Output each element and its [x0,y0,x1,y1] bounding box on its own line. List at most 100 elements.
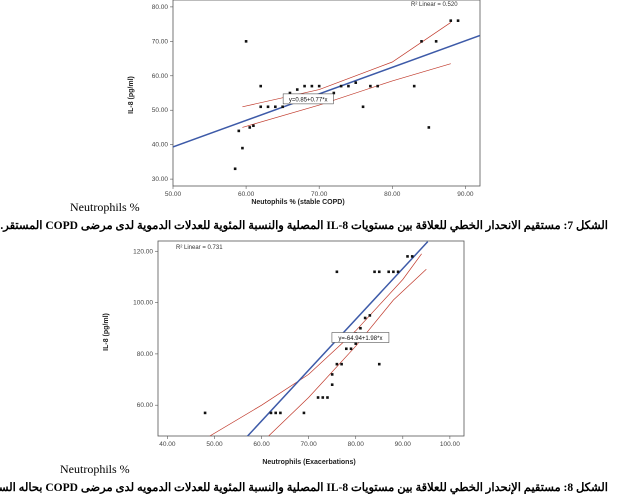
data-point [377,270,381,274]
data-point [449,19,453,22]
data-point [377,362,381,366]
y-tick-label: 40.00 [152,142,169,149]
data-point [203,411,207,415]
data-point [332,91,336,95]
data-point [326,396,329,399]
data-point [376,84,379,88]
x-tick-label: 80.00 [348,441,365,448]
data-point [354,81,358,84]
data-point [330,383,334,386]
y-tick-label: 60.00 [137,402,154,409]
y-tick-label: 120.00 [133,248,153,255]
data-point [279,411,282,415]
y-axis-title: IL-8 (pg/ml) [103,313,110,351]
data-point [244,40,248,43]
y-tick-label: 60.00 [152,73,169,80]
equation-box [331,332,390,343]
data-point [316,396,320,399]
data-point [303,84,306,88]
data-point [237,129,241,133]
data-point [302,411,306,415]
data-point [259,105,263,109]
y-tick-label: 100.00 [133,300,153,307]
data-point [339,84,343,88]
data-point [412,84,416,88]
x-axis-title: Neutrophils (Exacerbations) [262,459,355,466]
data-point [266,105,270,109]
data-point [241,146,244,150]
y-tick-label: 30.00 [152,176,169,183]
x-tick-label: 90.00 [457,191,474,198]
r2-label: R² Linear = 0.731 [176,245,223,251]
data-point [345,347,348,351]
neutrophils-label-1: Neutrophils % [70,200,140,214]
data-point [252,124,255,128]
ci-upper-line [209,253,422,436]
data-point [456,19,460,22]
x-tick-label: 90.00 [395,441,412,448]
chart-2: 40.00 50.00 60.00 70.00 80.00 90.00 100.00 60.0… [103,240,465,466]
equation-label: y=0.85+0.77*x [289,97,328,103]
data-point [392,270,395,274]
x-tick-label: 50.00 [206,441,223,448]
data-point [359,326,362,330]
y-tick-label: 80.00 [152,4,169,11]
x-tick-label: 70.00 [301,441,318,448]
plot-frame [157,240,465,437]
r2-label: R² Linear = 0.520 [411,2,458,8]
neutrophils-label-2: Neutrophils % [60,462,130,476]
x-tick-label: 100.00 [440,441,460,448]
figure-7-caption: الشكل 7: مستقيم الانحدار الخطي للعلاقة ب… [0,220,608,232]
x-tick-label: 50.00 [165,191,182,198]
chart-1: 50.00 60.00 70.00 80.00 90.00 30.00 40.00 50.00… [128,0,481,206]
data-point [347,84,350,88]
data-point [269,411,273,415]
data-point [387,270,390,274]
data-point [317,84,321,88]
data-point [410,255,414,258]
data-point [281,105,284,109]
x-tick-label: 60.00 [238,191,255,198]
data-point [321,396,325,399]
regression-line [173,34,480,148]
x-axis-title: Neutophils % (stable COPD) [251,199,344,206]
x-tick-label: 40.00 [159,441,176,448]
data-point [335,362,339,366]
chart-1-marks: 50.00 60.00 70.00 80.00 90.00 30.00 40.00 50.00… [152,4,480,198]
y-axis-title: IL-8 (pg/ml) [128,76,135,114]
data-point [363,316,367,320]
data-point [233,167,237,171]
data-point [406,255,409,258]
data-point [288,91,292,95]
data-point [310,84,314,88]
clipped-series [173,19,480,171]
data-point [295,88,299,91]
y-tick-label: 70.00 [152,38,169,45]
y-tick-label: 80.00 [137,351,154,358]
x-tick-label: 70.00 [311,191,328,198]
data-point [259,84,263,88]
data-point [396,270,400,274]
figure-8-caption: الشكل 8: مستقيم الإنحدار الخطي للعلاقة ب… [0,482,608,494]
data-point [335,270,339,274]
data-point [349,347,353,351]
equation-label: y=-64.94+1.98*x [338,336,382,342]
data-point [340,362,343,366]
x-tick-label: 60.00 [253,441,270,448]
data-point [420,40,423,43]
equation-box [282,93,334,105]
x-tick-label: 80.00 [384,191,401,198]
ci-lower-line [268,268,427,436]
data-point [274,411,277,415]
data-point [368,314,372,317]
data-point [373,270,376,274]
y-tick-label: 50.00 [152,107,169,114]
data-point [354,342,358,345]
chart-2-marks: 40.00 50.00 60.00 70.00 80.00 90.00 100.00 60.0… [133,241,460,448]
ci-lower-line [242,63,451,128]
data-point [248,126,252,129]
data-point [434,40,438,43]
data-point [369,84,372,88]
data-point [330,373,334,376]
data-point [427,126,431,129]
